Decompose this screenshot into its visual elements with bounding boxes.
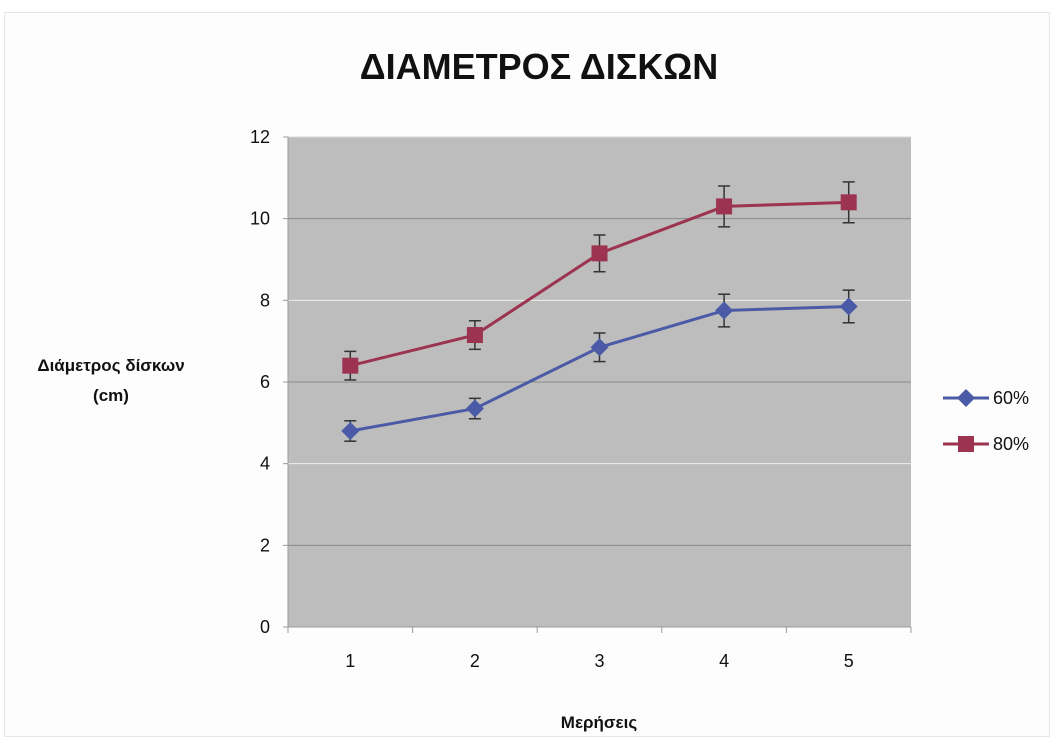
series-80-percent [342, 181, 857, 381]
gridlines [288, 136, 911, 546]
y-tick-label: 8 [260, 290, 270, 310]
diamond-marker [839, 297, 858, 316]
square-marker [716, 198, 733, 215]
x-axis: 1 2 3 4 5 [287, 626, 912, 671]
legend-label: 60% [993, 388, 1029, 408]
x-tick-label: 5 [844, 651, 854, 671]
diamond-marker [590, 338, 609, 357]
legend-label: 80% [993, 434, 1029, 454]
square-marker [958, 436, 974, 452]
y-axis-title-line-1: Διάμετρος δίσκων [37, 356, 184, 375]
diamond-marker [715, 301, 734, 320]
square-marker [342, 357, 359, 374]
chart-frame: ΔΙΑΜΕΤΡΟΣ ΔΙΣΚΩΝ Διάμετρος δίσκων (cm) Μ… [4, 12, 1050, 737]
diamond-marker [957, 389, 975, 407]
y-axis: 0 2 4 6 8 10 12 [250, 127, 289, 637]
x-axis-title: Μερήσεις [561, 713, 638, 732]
square-marker [466, 327, 483, 344]
y-tick-label: 6 [260, 372, 270, 392]
square-marker [591, 245, 608, 262]
legend-item: 80% [943, 434, 1029, 454]
chart-svg: ΔΙΑΜΕΤΡΟΣ ΔΙΣΚΩΝ Διάμετρος δίσκων (cm) Μ… [37, 46, 1029, 732]
diamond-marker [465, 399, 484, 418]
chart-title: ΔΙΑΜΕΤΡΟΣ ΔΙΣΚΩΝ [360, 46, 719, 87]
legend: 60% 80% [943, 388, 1029, 454]
diamond-marker [341, 422, 360, 440]
series-group [341, 181, 858, 442]
x-tick-label: 4 [719, 651, 729, 671]
y-tick-label: 4 [260, 454, 270, 474]
square-marker [840, 194, 857, 211]
y-tick-label: 0 [260, 617, 270, 637]
series-60-percent [341, 289, 858, 442]
y-tick-label: 10 [250, 209, 270, 229]
legend-item: 60% [943, 388, 1029, 408]
y-axis-title: Διάμετρος δίσκων (cm) [37, 356, 184, 405]
y-tick-label: 2 [260, 535, 270, 555]
x-tick-label: 2 [470, 651, 480, 671]
y-tick-label: 12 [250, 127, 270, 147]
y-axis-title-line-2: (cm) [93, 386, 129, 405]
x-tick-label: 3 [594, 651, 604, 671]
x-tick-label: 1 [345, 651, 355, 671]
